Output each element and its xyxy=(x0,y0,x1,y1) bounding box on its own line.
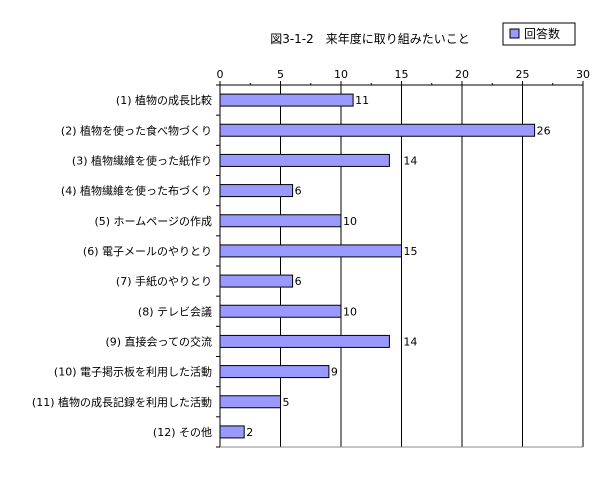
y-category-label: (2) 植物を使った食べ物づくり xyxy=(61,123,212,137)
x-tick-label: 30 xyxy=(576,68,590,81)
bar xyxy=(219,123,536,137)
legend-label: 回答数 xyxy=(524,26,560,41)
x-tick-label: 25 xyxy=(516,68,530,81)
bar xyxy=(219,184,294,198)
chart-title: 図3-1-2 来年度に取り組みたいこと xyxy=(270,31,470,46)
y-category-label: (8) テレビ会議 xyxy=(138,304,212,318)
bar xyxy=(219,244,402,258)
data-label: 26 xyxy=(537,124,551,137)
data-label: 6 xyxy=(295,275,302,288)
x-tick-label: 5 xyxy=(277,68,284,81)
legend-swatch xyxy=(509,28,520,39)
y-category-label: (3) 植物繊維を使った紙作り xyxy=(72,153,212,167)
x-tick-label: 0 xyxy=(217,68,224,81)
data-label: 14 xyxy=(403,154,417,167)
y-category-label: (9) 直接会っての交流 xyxy=(105,334,212,348)
data-label: 10 xyxy=(343,215,357,228)
bar xyxy=(219,93,354,107)
y-category-label: (6) 電子メールのやりとり xyxy=(83,245,212,258)
data-label: 6 xyxy=(295,185,302,198)
y-category-label: (5) ホームページの作成 xyxy=(94,215,212,228)
data-label: 5 xyxy=(283,396,290,409)
y-category-label: (10) 電子掲示板を利用した活動 xyxy=(54,365,212,379)
data-label: 11 xyxy=(355,94,369,107)
data-label: 15 xyxy=(404,245,418,258)
bar xyxy=(219,153,390,167)
y-category-label: (4) 植物繊維を使った布づくり xyxy=(61,184,212,198)
bar xyxy=(219,334,390,348)
x-tick-label: 10 xyxy=(334,68,348,81)
y-category-label: (12) その他 xyxy=(153,426,212,439)
data-label: 2 xyxy=(246,426,253,439)
bar xyxy=(219,395,281,409)
bar xyxy=(219,365,330,379)
data-label: 10 xyxy=(343,305,357,318)
y-category-label: (11) 植物の成長記録を利用した活動 xyxy=(32,395,212,409)
legend: 回答数 xyxy=(502,22,576,46)
x-tick-label: 20 xyxy=(455,68,469,81)
data-label: 9 xyxy=(331,366,338,379)
y-category-label: (7) 手紙のやりとり xyxy=(116,274,212,288)
data-label: 14 xyxy=(403,335,417,348)
legend-frame xyxy=(502,22,576,46)
bar xyxy=(219,214,342,228)
bar xyxy=(219,274,294,288)
bar xyxy=(219,425,245,439)
x-tick-label: 15 xyxy=(395,68,409,81)
bar xyxy=(219,304,342,318)
y-category-label: (1) 植物の成長比較 xyxy=(116,93,212,107)
